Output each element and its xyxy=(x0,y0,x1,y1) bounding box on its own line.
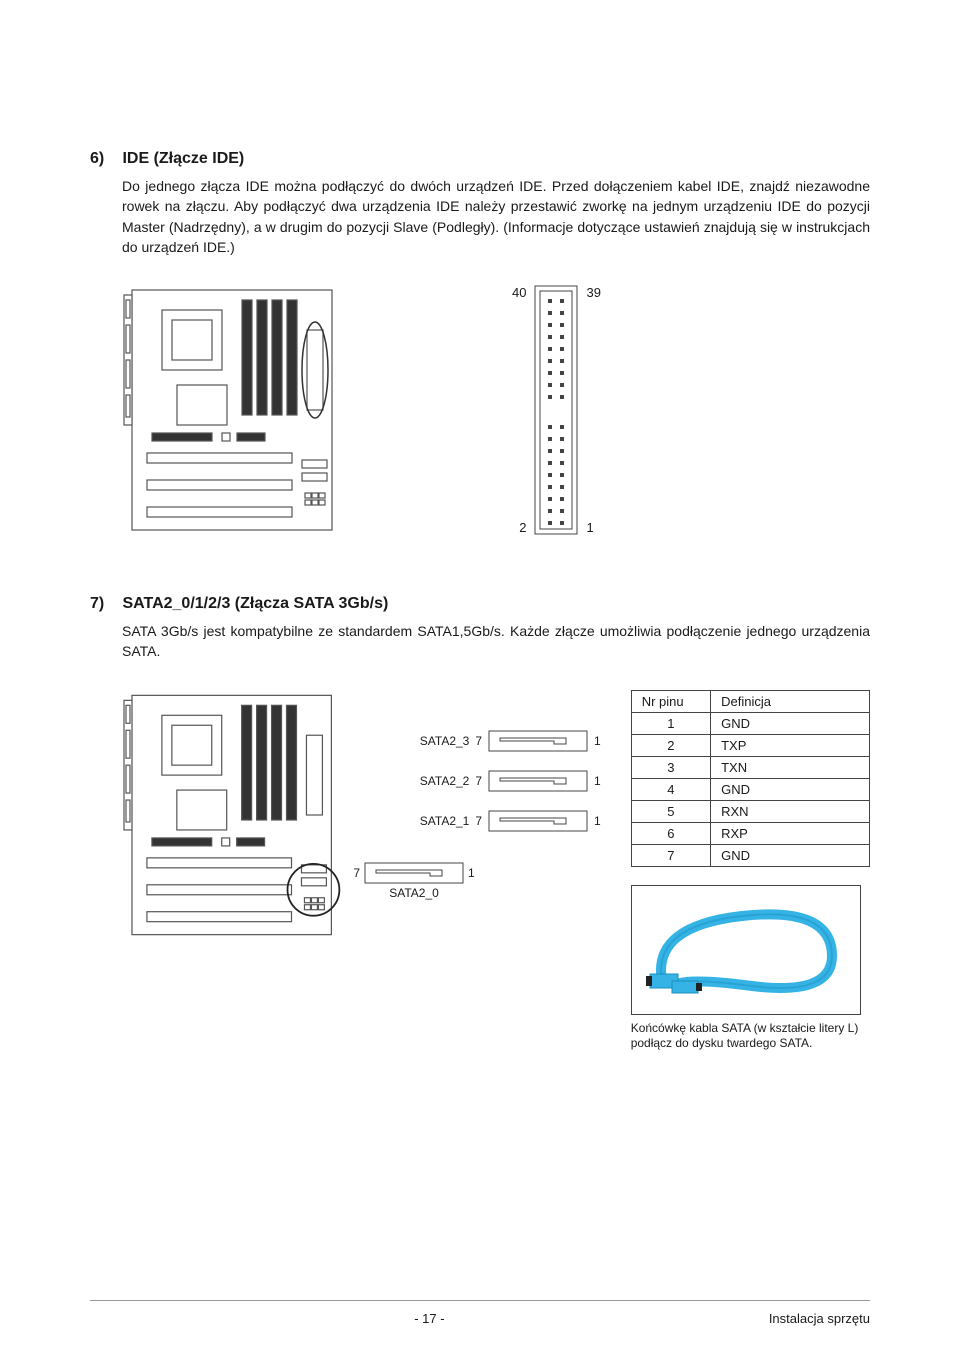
pin-def: GND xyxy=(711,712,870,734)
table-row: 2TXP xyxy=(631,734,869,756)
motherboard-diagram-6 xyxy=(122,285,342,535)
sata-port-icon xyxy=(488,810,588,832)
sata-port-label: SATA2_2 xyxy=(411,774,469,788)
sata0-label: SATA2_0 xyxy=(353,886,474,900)
sata-port-row: SATA2_3 7 1 xyxy=(411,730,600,752)
section6-heading: 6) IDE (Złącze IDE) xyxy=(90,150,870,168)
table-row: 6RXP xyxy=(631,822,869,844)
pin-num: 3 xyxy=(631,756,710,778)
pin-def: GND xyxy=(711,778,870,800)
section6-num: 6) xyxy=(90,150,118,168)
pin-def: RXN xyxy=(711,800,870,822)
ide-pin-2: 2 xyxy=(512,520,526,535)
sata-pin7: 7 xyxy=(475,814,482,828)
section7-num: 7) xyxy=(90,595,118,613)
section7-heading: 7) SATA2_0/1/2/3 (Złącza SATA 3Gb/s) xyxy=(90,595,870,613)
section6-title: IDE (Złącze IDE) xyxy=(122,150,244,167)
chapter-name: Instalacja sprzętu xyxy=(769,1311,870,1326)
ide-pin-39: 39 xyxy=(586,285,600,300)
table-row: 5RXN xyxy=(631,800,869,822)
pin-num: 5 xyxy=(631,800,710,822)
pin-table-h0: Nr pinu xyxy=(631,690,710,712)
table-row: 3TXN xyxy=(631,756,869,778)
sata-pin7: 7 xyxy=(475,774,482,788)
pin-num: 1 xyxy=(631,712,710,734)
section7-body: SATA 3Gb/s jest kompatybilne ze standard… xyxy=(90,621,870,662)
pin-table-h1: Definicja xyxy=(711,690,870,712)
pin-num: 2 xyxy=(631,734,710,756)
pin-def: GND xyxy=(711,844,870,866)
ide-pin-1: 1 xyxy=(586,520,600,535)
pin-num: 7 xyxy=(631,844,710,866)
ide-pin-40: 40 xyxy=(512,285,526,300)
sata-port-row: SATA2_2 7 1 xyxy=(411,770,600,792)
sata-pin1: 1 xyxy=(594,734,601,748)
sata-port-icon xyxy=(488,770,588,792)
pin-num: 6 xyxy=(631,822,710,844)
sata-ports-diagram: SATA2_371SATA2_271SATA2_171 7 1 SATA2_0 xyxy=(371,690,600,940)
sata-pin-table: Nr pinu Definicja 1GND2TXP3TXN4GND5RXN6R… xyxy=(631,690,870,867)
table-row: 7GND xyxy=(631,844,869,866)
section6-body: Do jednego złącza IDE można podłączyć do… xyxy=(90,176,870,257)
sata0-pin1: 1 xyxy=(468,866,475,880)
sata-pin1: 1 xyxy=(594,774,601,788)
page-number: - 17 - xyxy=(414,1311,444,1326)
section6-figure-row: 40 2 xyxy=(90,285,870,535)
sata-pin7: 7 xyxy=(475,734,482,748)
sata-port-icon xyxy=(488,730,588,752)
section7-title: SATA2_0/1/2/3 (Złącza SATA 3Gb/s) xyxy=(122,595,388,612)
ide-connector-icon xyxy=(534,285,578,535)
table-row: 4GND xyxy=(631,778,869,800)
pin-def: RXP xyxy=(711,822,870,844)
pin-num: 4 xyxy=(631,778,710,800)
ide-connector-diagram: 40 2 xyxy=(512,285,601,535)
sata-port-label: SATA2_1 xyxy=(411,814,469,828)
section7-right-col: Nr pinu Definicja 1GND2TXP3TXN4GND5RXN6R… xyxy=(631,690,870,1052)
sata-pin1: 1 xyxy=(594,814,601,828)
sata0-pin7: 7 xyxy=(353,866,360,880)
page-footer: - 17 - Instalacja sprzętu xyxy=(90,1300,870,1326)
sata-port-row: SATA2_1 7 1 xyxy=(411,810,600,832)
pin-def: TXP xyxy=(711,734,870,756)
sata-cable-illustration xyxy=(631,885,861,1015)
sata-port-icon xyxy=(364,862,464,884)
sata-port-label: SATA2_3 xyxy=(411,734,469,748)
table-row: 1GND xyxy=(631,712,869,734)
section7-figure-row: SATA2_371SATA2_271SATA2_171 7 1 SATA2_0 … xyxy=(90,690,870,1052)
pin-def: TXN xyxy=(711,756,870,778)
sata-cable-caption: Końcówkę kabla SATA (w kształcie litery … xyxy=(631,1021,861,1052)
motherboard-diagram-7 xyxy=(122,690,341,940)
